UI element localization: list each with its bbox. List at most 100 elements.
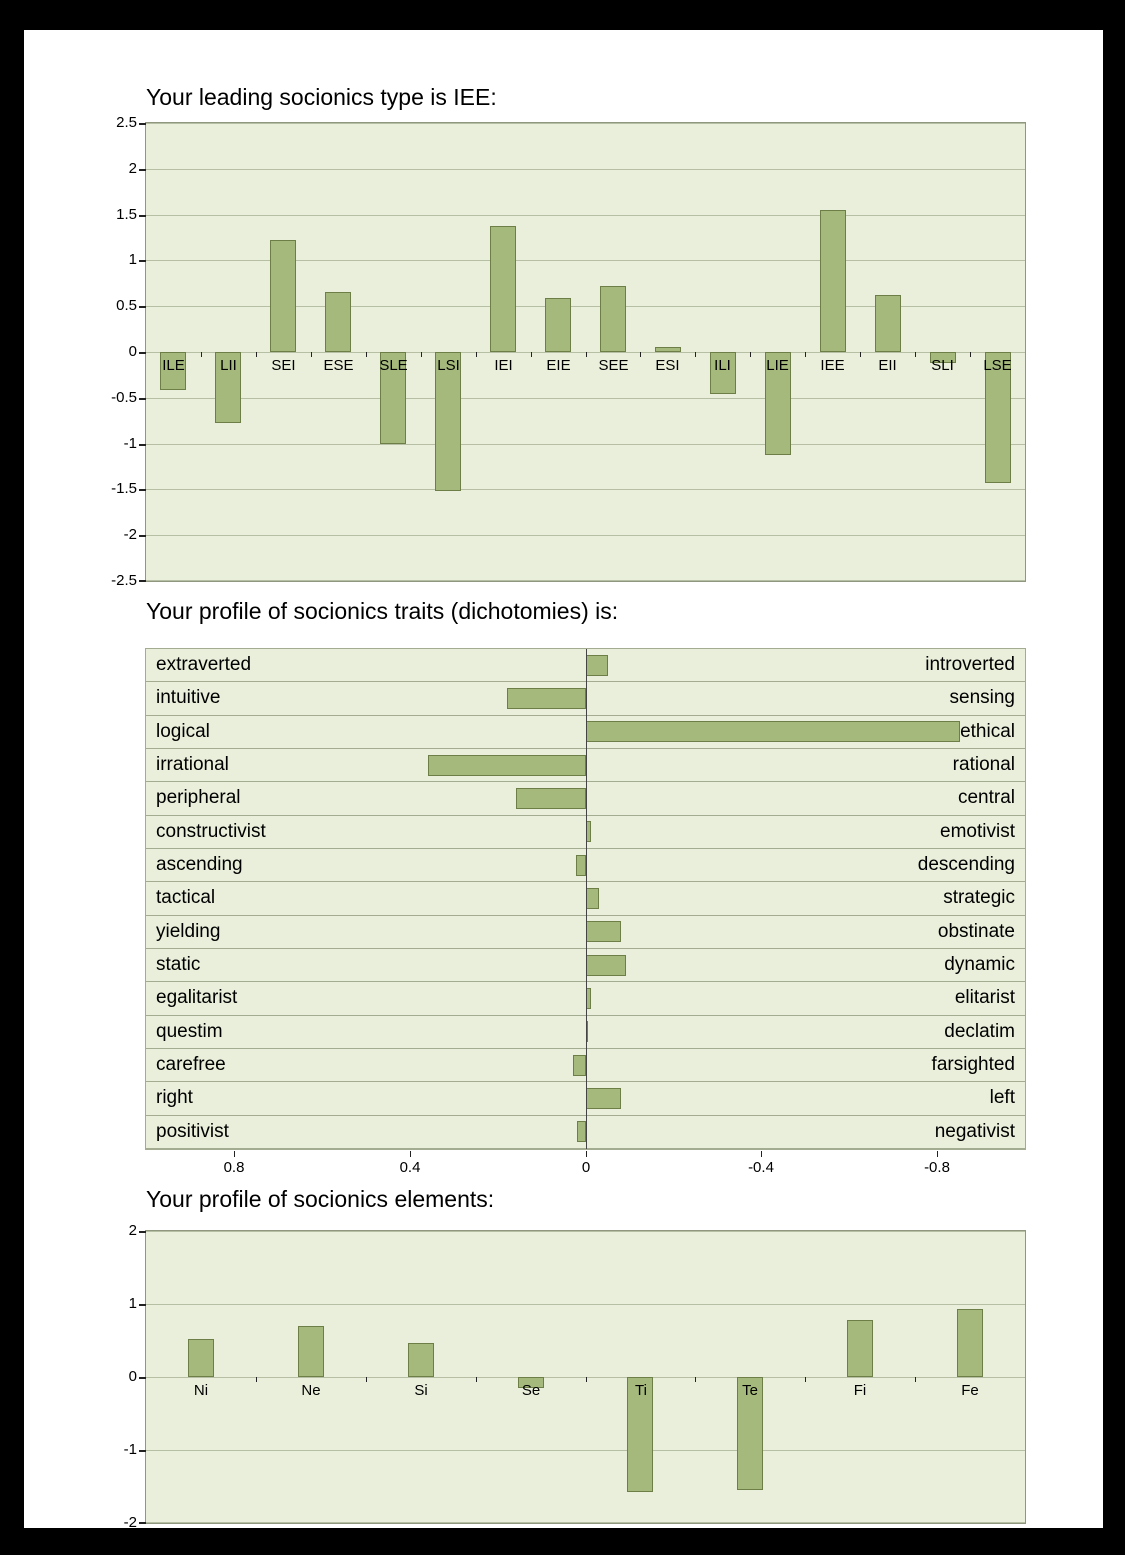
bar-Ti [627,1377,653,1492]
gridline [146,489,1025,490]
x-axis-tick [750,352,751,357]
y-axis-tick-label: 1 [128,251,137,268]
dichotomy-row-static: static dynamic [146,949,1025,983]
gridline [146,444,1025,445]
trait-bar-static [585,954,626,976]
x-axis-tick [586,1151,587,1157]
category-label-IEE: IEE [820,357,845,374]
x-axis-tick [761,1151,762,1157]
frame-left [0,30,24,1528]
y-axis-tick-label: -1 [123,1441,137,1458]
category-label-Fi: Fi [853,1382,867,1399]
bar-Ne [298,1326,324,1377]
dichotomy-row-positivist: positivist negativist [146,1115,1025,1149]
bar-SLE [380,352,406,444]
y-axis-tick-label: 0 [128,1368,137,1385]
x-axis-tick [970,352,971,357]
y-axis-tick-label: -2 [123,526,137,543]
y-axis-tick [139,260,146,262]
y-axis-tick [139,352,146,354]
y-axis-tick-label: -2 [123,1514,137,1531]
category-label-EIE: EIE [546,357,571,374]
trait-label-emotivist: emotivist [940,820,1015,842]
y-axis-tick [139,1304,146,1306]
bar-Ni [188,1339,214,1377]
trait-bar-peripheral [515,787,586,809]
category-label-Ti: Ti [635,1382,647,1399]
trait-bar-extraverted [585,654,608,676]
zero-line [586,649,587,1149]
category-label-ILE: ILE [162,357,185,374]
y-axis-tick-label: 2.5 [116,114,137,131]
category-label-SLE: SLE [379,357,408,374]
dichotomy-row-peripheral: peripheral central [146,782,1025,816]
y-axis-tick [139,169,146,171]
category-label-SEE: SEE [598,357,629,374]
bar-EIE [545,298,571,352]
y-axis-tick-label: -1.5 [111,480,137,497]
trait-label-tactical: tactical [156,887,216,909]
category-label-LSI: LSI [437,357,460,374]
x-axis-tick [695,352,696,357]
dichotomies-axis: 0.8 0.4 0 -0.4 -0.8 [146,1151,1025,1185]
y-axis-tick [139,580,146,582]
category-label-ESI: ESI [655,357,680,374]
gridline [146,352,1025,353]
bar-IEI [490,226,516,352]
bar-LII [215,352,241,423]
trait-label-logical: logical [156,720,210,742]
gridline [146,535,1025,536]
x-axis-tick [366,352,367,357]
bar-ILI [710,352,736,394]
types-chart-title: Your leading socionics type is IEE: [146,84,497,110]
y-axis-tick-label: -1 [123,435,137,452]
bar-EII [875,295,901,352]
trait-label-extraverted: extraverted [156,654,252,675]
x-axis-tick-label: 0.8 [223,1159,245,1176]
trait-label-egalitarist: egalitarist [156,987,238,1009]
frame-top [0,0,1125,30]
bar-Te [737,1377,763,1490]
category-label-IEI: IEI [494,357,513,374]
x-axis-tick [805,1377,806,1382]
gridline [146,169,1025,170]
category-label-Ni: Ni [193,1382,209,1399]
category-label-ESE: ESE [323,357,354,374]
x-axis-tick [256,1377,257,1382]
dichotomies-chart-title: Your profile of socionics traits (dichot… [146,598,619,624]
trait-label-dynamic: dynamic [944,954,1015,975]
trait-label-obstinate: obstinate [937,920,1015,942]
bar-SEI [270,240,296,352]
dichotomy-row-irrational: irrational rational [146,749,1025,783]
trait-label-farsighted: farsighted [931,1054,1015,1075]
gridline [146,1231,1025,1232]
trait-label-right: right [156,1087,193,1109]
frame-right [1103,30,1125,1528]
y-axis-tick-label: 2 [128,160,137,177]
x-axis-tick-label: -0.4 [748,1159,774,1176]
category-label-Ne: Ne [301,1382,321,1399]
y-axis-tick [139,1522,146,1524]
x-axis-tick-label: -0.8 [924,1159,950,1176]
bar-SEE [600,286,626,352]
trait-label-left: left [989,1087,1015,1109]
dichotomies-bar-chart: extraverted introverted intuitive sensing lo… [145,648,1026,1150]
trait-label-sensing: sensing [949,687,1016,709]
x-axis-tick [201,352,202,357]
x-axis-tick [915,1377,916,1382]
x-axis-tick [805,352,806,357]
x-axis-tick [366,1377,367,1382]
gridline [146,1522,1025,1523]
x-axis-tick [531,352,532,357]
dichotomy-row-intuitive: intuitive sensing [146,682,1025,716]
dichotomy-row-ascending: ascending descending [146,849,1025,883]
category-label-SEI: SEI [271,357,296,374]
types-bar-chart: 2.5 2 1.5 1 0.5 0 -0.5 -1 -1.5 -2 -2.5 ILE LII SEI ESE… [111,114,1026,589]
trait-label-constructivist: constructivist [156,820,266,842]
dichotomy-row-extraverted: extraverted introverted [146,649,1025,683]
y-axis-tick [139,444,146,446]
y-axis-tick [139,398,146,400]
x-axis-tick [410,1151,411,1157]
trait-label-rational: rational [952,754,1015,775]
bar-LSE [985,352,1011,483]
